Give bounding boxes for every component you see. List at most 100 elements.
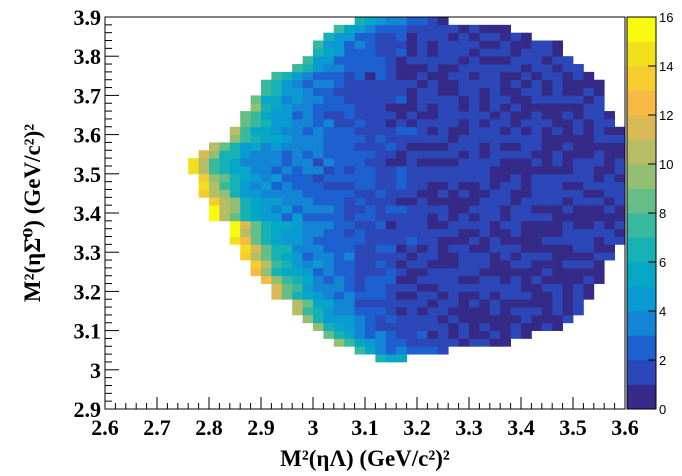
heatmap-cell-813 xyxy=(448,103,459,112)
heatmap-cell-419 xyxy=(354,142,366,151)
heatmap-cell-121 xyxy=(271,213,283,222)
heatmap-cell-1106 xyxy=(521,32,532,41)
heatmap-cell-1314 xyxy=(593,267,605,277)
heatmap-cell-276 xyxy=(323,299,335,308)
heatmap-cell-1222 xyxy=(562,283,574,292)
heatmap-cell-735 xyxy=(427,48,439,57)
heatmap-cell-818 xyxy=(448,64,459,73)
heatmap-cell-229 xyxy=(302,95,314,104)
heatmap-cell-1354 xyxy=(604,134,615,143)
heatmap-cell-1205 xyxy=(552,134,563,143)
heatmap-cell-1054 xyxy=(510,134,522,143)
heatmap-cell-459 xyxy=(365,165,376,175)
heatmap-cell-661 xyxy=(417,291,428,300)
heatmap-cell-848 xyxy=(458,150,470,159)
heatmap-cell-1199 xyxy=(552,181,563,190)
heatmap-cell-1 xyxy=(188,158,199,167)
heatmap-cell-570 xyxy=(396,330,407,339)
heatmap-cell-385 xyxy=(344,79,355,88)
heatmap-cell-494 xyxy=(375,236,387,245)
heatmap-cell-316 xyxy=(333,299,345,308)
heatmap-cell-85 xyxy=(261,275,272,284)
heatmap-cell-874 xyxy=(469,267,480,277)
heatmap-cell-1100 xyxy=(521,79,532,88)
heatmap-cell-805 xyxy=(448,165,459,175)
heatmap-cell-152 xyxy=(281,197,293,206)
heatmap-cell-155 xyxy=(281,173,293,183)
heatmap-cell-1147 xyxy=(541,299,553,308)
heatmap-cell-868 xyxy=(469,314,480,324)
heatmap-cell-783 xyxy=(448,338,459,347)
heatmap-cell-1170 xyxy=(541,118,553,128)
heatmap-cell-1125 xyxy=(531,181,543,190)
x-tick-label-3: 2.9 xyxy=(247,415,275,440)
heatmap-cell-554 xyxy=(385,111,397,120)
heatmap-cell-535 xyxy=(385,260,397,269)
heatmap-cell-908 xyxy=(479,322,491,331)
heatmap-cell-215 xyxy=(302,205,314,214)
heatmap-cell-780 xyxy=(437,32,449,41)
heatmap-cell-384 xyxy=(344,87,355,96)
heatmap-cell-486 xyxy=(375,299,387,308)
z-tick-label-6: 12 xyxy=(659,108,673,123)
heatmap-cell-115 xyxy=(271,260,283,269)
heatmap-cell-650 xyxy=(406,40,418,49)
heatmap-cell-379 xyxy=(344,126,355,135)
heatmap-cell-445 xyxy=(365,275,376,284)
heatmap-cell-941 xyxy=(479,64,491,73)
heatmap-cell-308 xyxy=(323,48,335,57)
heatmap-cell-563 xyxy=(385,40,397,49)
heatmap-cell-1064 xyxy=(510,56,522,65)
heatmap-cell-234 xyxy=(302,56,314,65)
heatmap-cell-1192 xyxy=(552,236,563,245)
heatmap-cell-892 xyxy=(469,126,480,135)
heatmap-cell-714 xyxy=(427,213,439,222)
heatmap-cell-855 xyxy=(458,95,470,104)
heatmap-cell-140 xyxy=(281,291,293,300)
heatmap-cell-1042 xyxy=(510,228,522,237)
heatmap-cell-1257 xyxy=(573,267,584,277)
heatmap-cell-1265 xyxy=(573,205,584,214)
heatmap-cell-365 xyxy=(344,236,355,245)
heatmap-cell-309 xyxy=(323,40,335,49)
heatmap-cell-313 xyxy=(333,322,345,331)
heatmap-cell-1097 xyxy=(521,103,532,112)
heatmap-cell-357 xyxy=(344,299,355,308)
heatmap-cell-707 xyxy=(427,267,439,277)
heatmap-cell-170 xyxy=(292,299,303,308)
heatmap-cell-1159 xyxy=(541,205,553,214)
heatmap-cell-891 xyxy=(469,134,480,143)
heatmap-cell-641 xyxy=(406,111,418,120)
heatmap-cell-458 xyxy=(365,173,376,183)
heatmap-cell-61 xyxy=(240,111,251,120)
heatmap-cell-917 xyxy=(479,252,491,261)
heatmap-cell-781 xyxy=(437,24,449,34)
heatmap-cell-1153 xyxy=(541,252,553,261)
heatmap-cell-1116 xyxy=(531,252,543,261)
heatmap-cell-1324 xyxy=(593,189,605,198)
heatmap-cell-1178 xyxy=(541,56,553,65)
heatmap-cell-86 xyxy=(261,267,272,277)
heatmap-cell-1101 xyxy=(521,71,532,81)
heatmap-cell-250 xyxy=(313,205,324,214)
heatmap-cell-1026 xyxy=(500,40,511,49)
heatmap-cell-547 xyxy=(385,165,397,175)
heatmap-cell-924 xyxy=(479,197,491,206)
heatmap-cell-1022 xyxy=(500,71,511,81)
heatmap-cell-800 xyxy=(448,205,459,214)
heatmap-cell-1253 xyxy=(573,299,584,308)
heatmap-cell-629 xyxy=(406,205,418,214)
heatmap-cell-291 xyxy=(323,181,335,190)
heatmap-cell-812 xyxy=(448,111,459,120)
heatmap-cell-248 xyxy=(313,220,324,230)
heatmap-cell-2 xyxy=(198,189,210,198)
heatmap-cell-623 xyxy=(406,252,418,261)
y-tick-label-4: 3.3 xyxy=(74,240,102,265)
heatmap-cell-1357 xyxy=(604,111,615,120)
heatmap-cell-904 xyxy=(469,32,480,41)
x-tick-label-0: 2.6 xyxy=(91,415,119,440)
heatmap-cell-787 xyxy=(448,307,459,316)
heatmap-cell-263 xyxy=(313,103,324,112)
heatmap-cell-834 xyxy=(458,260,470,269)
heatmap-cell-1092 xyxy=(521,142,532,151)
